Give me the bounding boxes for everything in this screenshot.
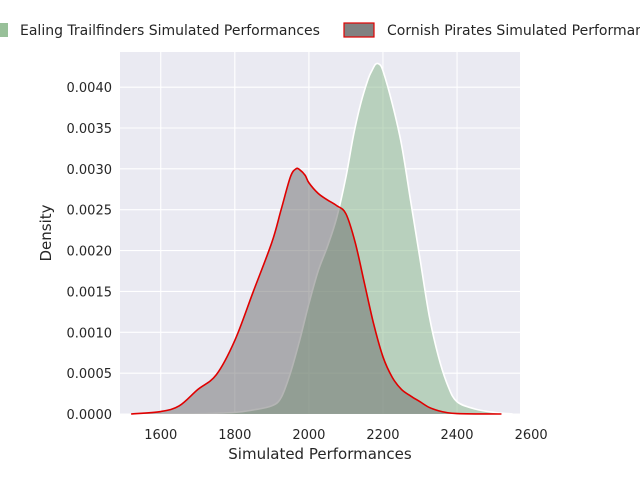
x-tick-label: 1800 bbox=[218, 428, 251, 443]
y-axis-label: Density bbox=[37, 204, 55, 261]
x-tick-label: 2400 bbox=[440, 428, 473, 443]
legend-label-ealing: Ealing Trailfinders Simulated Performanc… bbox=[20, 23, 320, 39]
legend-swatch-cornish bbox=[343, 22, 375, 38]
x-axis-label: Simulated Performances bbox=[228, 445, 412, 463]
density-area-cornish bbox=[131, 168, 502, 414]
y-tick-label: 0.0020 bbox=[67, 245, 113, 260]
y-tick-label: 0.0000 bbox=[67, 408, 113, 423]
x-tick-label: 2600 bbox=[515, 428, 548, 443]
legend-swatch-ealing bbox=[0, 23, 8, 37]
y-tick-label: 0.0005 bbox=[67, 367, 113, 382]
y-tick-label: 0.0025 bbox=[67, 204, 113, 219]
x-tick-label: 2000 bbox=[292, 428, 325, 443]
tick-labels: 1600 1800 2000 2200 2400 2600 0.0000 0.0005 0.00… bbox=[67, 81, 548, 443]
y-tick-label: 0.0035 bbox=[67, 122, 113, 137]
x-tick-label: 1600 bbox=[144, 428, 177, 443]
series-layer bbox=[131, 62, 513, 415]
legend: Ealing Trailfinders Simulated Performanc… bbox=[0, 22, 640, 39]
y-tick-label: 0.0015 bbox=[67, 285, 113, 300]
y-tick-label: 0.0030 bbox=[67, 163, 113, 178]
y-tick-label: 0.0040 bbox=[67, 81, 113, 96]
x-tick-label: 2200 bbox=[366, 428, 399, 443]
y-tick-label: 0.0010 bbox=[67, 326, 113, 341]
density-line-cornish bbox=[131, 167, 502, 415]
legend-label-cornish: Cornish Pirates Simulated Performances bbox=[387, 23, 640, 39]
